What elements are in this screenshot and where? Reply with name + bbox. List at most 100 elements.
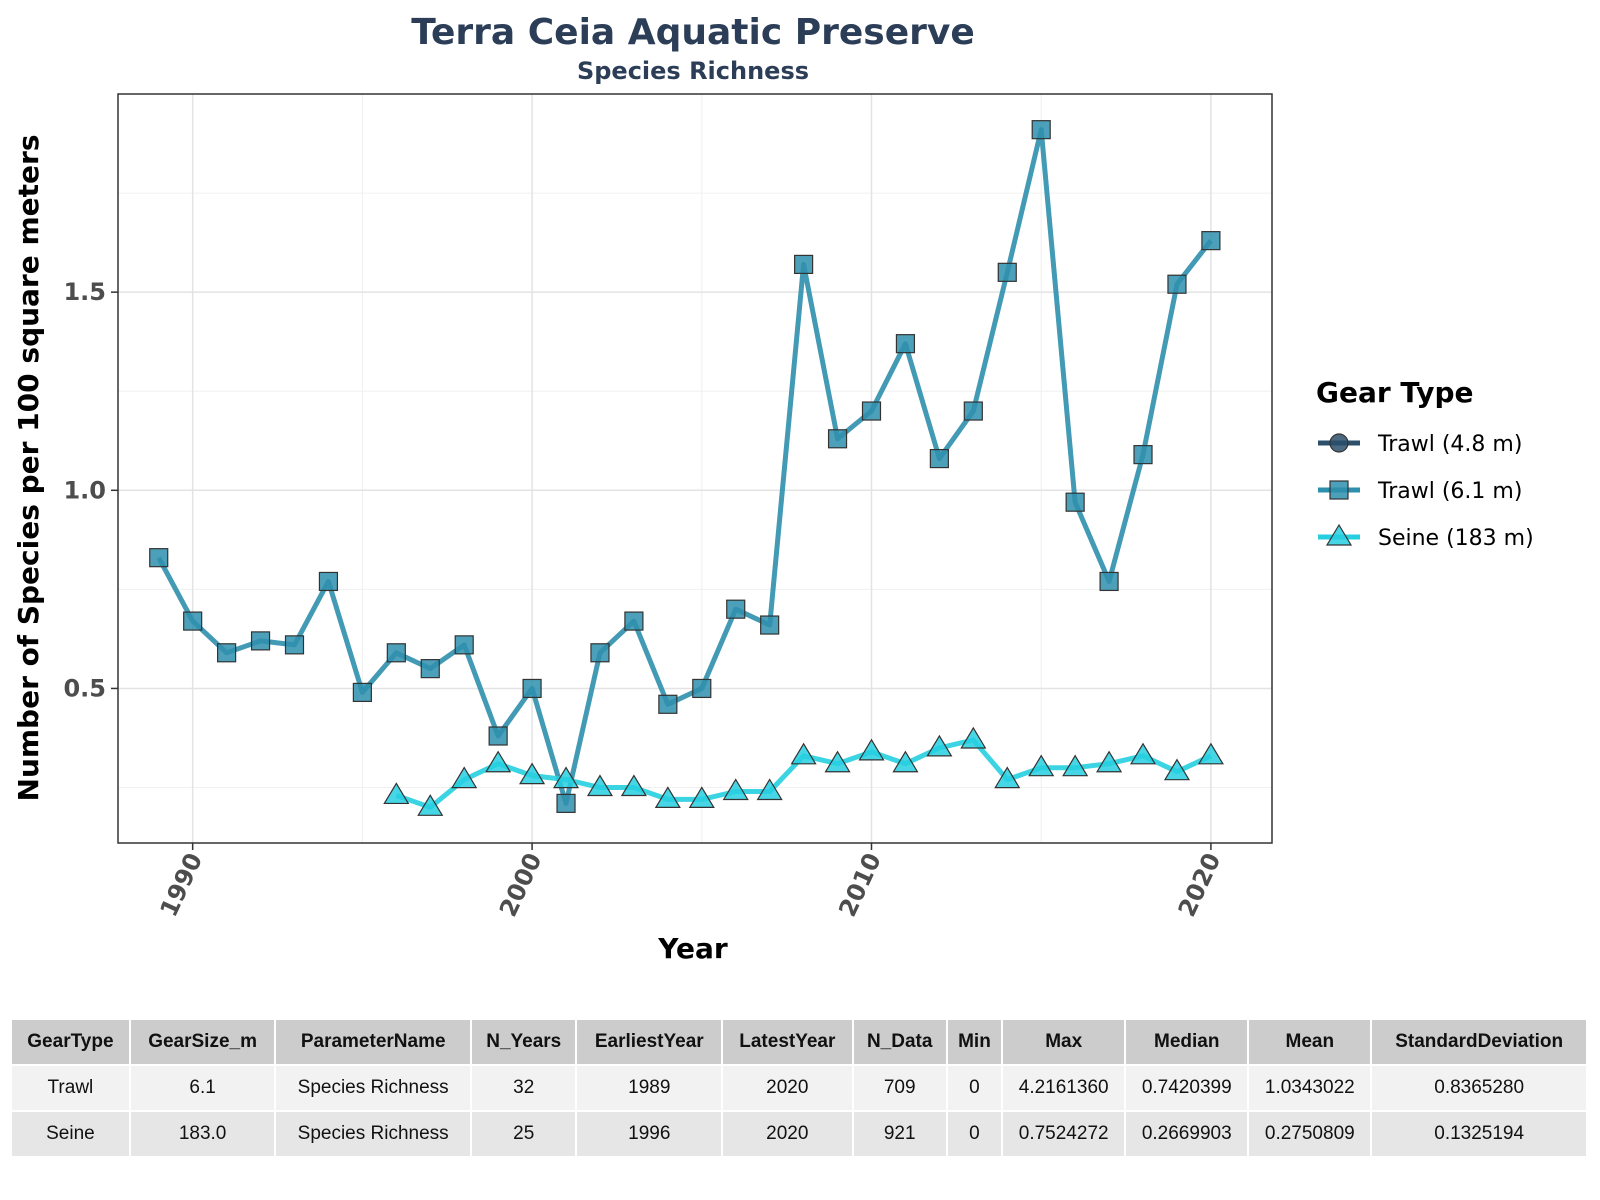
series-line (156, 127, 1213, 806)
table-cell: 2020 (723, 1064, 854, 1110)
table-cell: 709 (853, 1064, 948, 1110)
data-point (1163, 758, 1191, 781)
data-point (352, 682, 372, 703)
data-point (1031, 120, 1051, 140)
data-point (997, 262, 1017, 282)
plot-panel-border (117, 93, 1273, 844)
table-header-cell: EarliestYear (577, 1020, 724, 1064)
data-point (620, 774, 647, 797)
table-header-row: GearType GearSize_m ParameterName N_Years Ea… (12, 1020, 1588, 1064)
table-cell: 6.1 (130, 1064, 277, 1110)
table-cell: 0.1325194 (1372, 1110, 1588, 1156)
table-cell: 921 (853, 1110, 948, 1156)
data-point (794, 254, 814, 275)
table-header-cell: StandardDeviation (1372, 1020, 1588, 1064)
data-point (488, 726, 508, 746)
data-point (519, 762, 546, 785)
legend-title: Gear Type (1316, 376, 1474, 409)
table-header-cell: Max (1003, 1020, 1127, 1064)
data-point (590, 643, 610, 663)
table-header-cell: ParameterName (276, 1020, 472, 1064)
x-tick-label: 2010 (833, 849, 887, 921)
table-header-cell: GearSize_m (130, 1020, 277, 1064)
data-point (1099, 571, 1119, 592)
data-point (1062, 754, 1089, 777)
data-point (250, 631, 271, 651)
data-point (1065, 492, 1085, 512)
table-cell: 1.0343022 (1249, 1064, 1373, 1110)
legend: Trawl (4.8 m) Trawl (6.1 m) Seine (183 m) (1318, 432, 1534, 551)
table-header-cell: Mean (1249, 1020, 1373, 1064)
data-point (417, 794, 444, 816)
data-point (688, 786, 715, 809)
summary-stats-table: GearType GearSize_m ParameterName N_Years Ea… (12, 1020, 1588, 1156)
table-cell: 1996 (577, 1110, 724, 1156)
data-point (485, 750, 512, 773)
data-point (760, 615, 780, 635)
table-cell: 0 (947, 1064, 1004, 1110)
data-point (960, 726, 987, 749)
data-point (1197, 742, 1224, 765)
data-point (1129, 742, 1157, 765)
table-cell: Seine (12, 1110, 131, 1156)
table-cell: 0.8365280 (1372, 1064, 1588, 1110)
table-cell: Species Richness (276, 1110, 472, 1156)
y-tick-label: 1.0 (63, 476, 106, 504)
table-cell: 183.0 (130, 1110, 277, 1156)
x-axis-title: Year (657, 932, 728, 965)
legend-label: Trawl (4.8 m) (1377, 432, 1522, 457)
table-cell: 0.7524272 (1003, 1110, 1127, 1156)
data-point (654, 786, 681, 809)
data-point (722, 778, 749, 801)
data-point (556, 793, 576, 813)
data-point (420, 659, 440, 679)
legend-marker (1329, 433, 1349, 453)
series-2 (383, 726, 1224, 816)
table-row: Seine 183.0 Species Richness 25 1996 2020 921 0… (12, 1110, 1588, 1156)
table-cell: Species Richness (276, 1064, 472, 1110)
axis-ticks (111, 291, 1212, 850)
legend-item-1: Trawl (6.1 m) (1318, 479, 1522, 504)
table-header-cell: LatestYear (723, 1020, 854, 1064)
table-header-cell: Median (1126, 1020, 1250, 1064)
data-point (929, 448, 949, 469)
legend-label: Trawl (6.1 m) (1377, 479, 1522, 504)
table-cell: 25 (471, 1110, 578, 1156)
y-axis-title: Number of Species per 100 square meters (12, 135, 45, 802)
data-point (217, 643, 237, 663)
tick-labels: 1990 2000 2010 2020 0.5 1.0 1.5 (63, 278, 1226, 921)
table-cell: 0.2750809 (1249, 1110, 1373, 1156)
data-point (183, 611, 203, 631)
data-point (892, 750, 919, 773)
table-cell: 32 (471, 1064, 578, 1110)
legend-marker (1325, 523, 1353, 546)
table-header-cell: GearType (12, 1020, 131, 1064)
data-point (1167, 274, 1187, 294)
series-layer (149, 120, 1224, 816)
data-point (284, 635, 305, 655)
table-cell: 4.2161360 (1003, 1064, 1127, 1110)
data-point (386, 643, 406, 663)
table-cell: 0.7420399 (1126, 1064, 1250, 1110)
legend-item-0: Trawl (4.8 m) (1318, 432, 1522, 457)
data-point (726, 599, 746, 619)
data-point (858, 738, 885, 761)
table-row: Trawl 6.1 Species Richness 32 1989 2020 709 0 4.… (12, 1064, 1588, 1110)
table-header-cell: Min (947, 1020, 1004, 1064)
data-point (692, 678, 712, 699)
table-cell: 0.2669903 (1126, 1110, 1250, 1156)
data-point (994, 766, 1021, 789)
data-point (895, 334, 916, 354)
y-tick-label: 1.5 (63, 278, 106, 306)
data-point (522, 678, 542, 699)
legend-item-2: Seine (183 m) (1318, 523, 1534, 551)
table-cell: 2020 (723, 1110, 854, 1156)
y-tick-label: 0.5 (63, 674, 106, 702)
data-point (552, 766, 580, 789)
data-point (963, 401, 983, 421)
table-cell: 1989 (577, 1064, 724, 1110)
grid-minor (118, 94, 1272, 843)
chart-subtitle: Species Richness (577, 57, 809, 85)
legend-label: Seine (183 m) (1378, 526, 1534, 551)
table-header-cell: N_Years (471, 1020, 578, 1064)
